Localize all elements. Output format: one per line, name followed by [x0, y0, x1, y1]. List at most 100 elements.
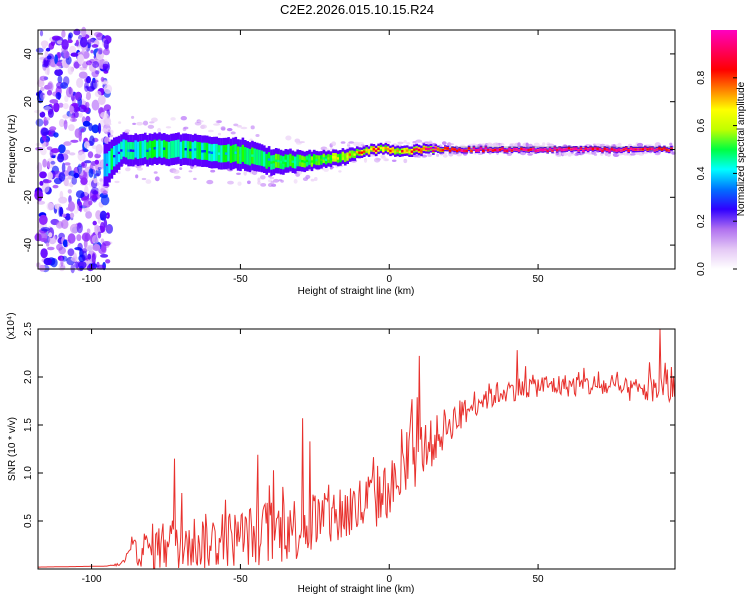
- noise-blob: [88, 168, 94, 178]
- ridge-core: [653, 149, 657, 152]
- noise-blob: [69, 152, 76, 156]
- ridge-mid: [263, 151, 266, 167]
- noise-blob: [103, 39, 109, 50]
- ridge-core: [310, 160, 314, 163]
- noise-blob: [71, 102, 79, 107]
- ridge-core: [405, 149, 409, 152]
- x-tick-label: 0: [386, 574, 392, 585]
- ridge-core: [636, 148, 640, 151]
- noise-blob: [103, 104, 111, 112]
- noise-blob: [99, 221, 105, 233]
- halo-blob: [383, 158, 389, 162]
- noise-blob: [64, 162, 71, 166]
- ridge-core: [234, 151, 238, 154]
- ridge-mid: [177, 139, 180, 157]
- halo-blob: [517, 142, 521, 147]
- ridge-core: [320, 158, 323, 162]
- ridge-mid: [253, 148, 257, 165]
- noise-blob: [86, 228, 91, 234]
- noise-blob: [69, 45, 77, 55]
- ridge-mid: [258, 149, 261, 166]
- snr-marks: [38, 328, 676, 569]
- ridge-mid: [220, 145, 223, 163]
- noise-blob: [43, 257, 53, 266]
- ridge-core: [536, 149, 540, 152]
- ridge-core: [153, 147, 157, 150]
- ridge-mid: [139, 141, 142, 159]
- ridge-core: [520, 147, 523, 151]
- ridge-core: [503, 149, 507, 152]
- halo-blob: [357, 141, 365, 147]
- ridge-core: [460, 149, 464, 152]
- halo-blob: [260, 183, 267, 187]
- ridge-mid: [255, 149, 259, 165]
- halo-blob: [448, 143, 454, 146]
- halo-blob: [416, 155, 421, 158]
- ridge-mid: [186, 141, 190, 159]
- noise-blob: [75, 190, 85, 199]
- ridge-core: [603, 147, 607, 151]
- colorbar-tick-label: 0.4: [696, 166, 707, 180]
- halo-blob: [348, 141, 355, 144]
- halo-blob: [494, 142, 499, 147]
- noise-blob: [105, 212, 110, 219]
- ridge-core: [270, 161, 273, 164]
- ridge-core: [348, 153, 352, 156]
- ridge-core: [658, 147, 661, 150]
- noise-blob: [92, 220, 97, 226]
- halo-blob: [151, 117, 158, 123]
- ridge-core: [582, 149, 585, 152]
- noise-blob: [50, 160, 56, 165]
- ridge-core: [560, 148, 564, 152]
- ridge-core: [105, 163, 109, 167]
- ridge-core: [301, 160, 304, 163]
- halo-blob: [615, 144, 621, 146]
- ridge-core: [577, 149, 580, 152]
- ridge-mid: [248, 149, 252, 166]
- noise-blob: [80, 128, 85, 133]
- ridge-core: [239, 154, 242, 157]
- noise-blob: [62, 239, 68, 248]
- noise-blob: [102, 241, 111, 246]
- noise-blob: [86, 76, 91, 84]
- ridge-mid: [241, 144, 245, 162]
- noise-blob: [61, 39, 69, 50]
- halo-blob: [131, 115, 135, 119]
- ridge-core: [360, 151, 364, 154]
- noise-blob: [91, 124, 100, 134]
- ridge-core: [277, 159, 280, 163]
- noise-blob: [78, 112, 83, 118]
- ridge-core: [334, 156, 338, 159]
- ridge-core: [517, 149, 521, 152]
- ridge-core: [274, 159, 278, 162]
- ridge-core: [475, 149, 478, 152]
- noise-blob: [35, 118, 44, 127]
- ridge-core: [298, 159, 302, 162]
- ridge-mid: [265, 153, 268, 169]
- ridge-core: [622, 148, 626, 151]
- ridge-core: [384, 147, 388, 150]
- ridge-core: [548, 148, 552, 151]
- x-tick-label: -100: [82, 574, 102, 585]
- spectrogram-y-label: Frequency (Hz): [7, 115, 18, 184]
- ridge-mid: [136, 141, 140, 159]
- ridge-core: [163, 147, 166, 150]
- noise-blob: [80, 161, 88, 169]
- ridge-mid: [144, 139, 147, 158]
- ridge-core: [615, 149, 619, 152]
- noise-blob: [47, 82, 53, 90]
- noise-blob: [67, 66, 74, 75]
- halo-blob: [220, 126, 226, 131]
- ridge-core: [113, 155, 116, 158]
- halo-blob: [298, 170, 302, 175]
- halo-blob: [197, 120, 204, 123]
- ridge-mid: [236, 146, 240, 164]
- halo-blob: [207, 129, 214, 133]
- noise-blob: [39, 180, 44, 186]
- halo-blob: [280, 179, 284, 183]
- ridge-core: [267, 158, 271, 161]
- ridge-core: [251, 154, 254, 157]
- ridge-core: [601, 149, 604, 152]
- ridge-core: [377, 147, 380, 150]
- noise-blob: [42, 57, 51, 68]
